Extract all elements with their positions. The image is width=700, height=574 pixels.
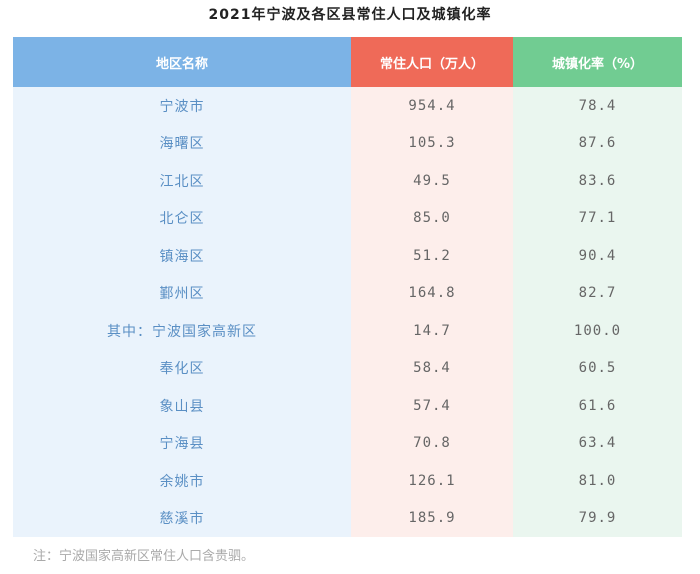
cell-region: 慈溪市 (13, 499, 351, 537)
table-row: 其中：宁波国家高新区 14.7 100.0 (13, 312, 682, 350)
cell-population: 14.7 (351, 312, 513, 350)
cell-urbanization: 81.0 (513, 462, 682, 500)
table-row: 宁海县 70.8 63.4 (13, 424, 682, 462)
header-region: 地区名称 (13, 37, 351, 87)
cell-region: 奉化区 (13, 349, 351, 387)
cell-population: 164.8 (351, 274, 513, 312)
cell-urbanization: 78.4 (513, 87, 682, 125)
table-row: 奉化区 58.4 60.5 (13, 349, 682, 387)
cell-population: 126.1 (351, 462, 513, 500)
cell-population: 51.2 (351, 237, 513, 275)
cell-population: 105.3 (351, 124, 513, 162)
table-row: 北仑区 85.0 77.1 (13, 199, 682, 237)
table-row: 慈溪市 185.9 79.9 (13, 499, 682, 537)
table-row: 象山县 57.4 61.6 (13, 387, 682, 425)
table-row: 镇海区 51.2 90.4 (13, 237, 682, 275)
cell-population: 70.8 (351, 424, 513, 462)
population-table: 地区名称 常住人口（万人） 城镇化率（%） 宁波市 954.4 78.4 海曙区 105… (13, 37, 682, 537)
cell-urbanization: 90.4 (513, 237, 682, 275)
cell-region: 鄞州区 (13, 274, 351, 312)
table-header: 地区名称 常住人口（万人） 城镇化率（%） (13, 37, 682, 87)
cell-urbanization: 77.1 (513, 199, 682, 237)
cell-region: 余姚市 (13, 462, 351, 500)
cell-population: 954.4 (351, 87, 513, 125)
cell-urbanization: 87.6 (513, 124, 682, 162)
cell-region: 海曙区 (13, 124, 351, 162)
table-row: 海曙区 105.3 87.6 (13, 124, 682, 162)
cell-region: 宁海县 (13, 424, 351, 462)
cell-urbanization: 61.6 (513, 387, 682, 425)
cell-region: 江北区 (13, 162, 351, 200)
header-urbanization: 城镇化率（%） (513, 37, 682, 87)
cell-urbanization: 63.4 (513, 424, 682, 462)
cell-region: 象山县 (13, 387, 351, 425)
cell-population: 49.5 (351, 162, 513, 200)
cell-population: 58.4 (351, 349, 513, 387)
cell-urbanization: 83.6 (513, 162, 682, 200)
table-row: 鄞州区 164.8 82.7 (13, 274, 682, 312)
cell-population: 185.9 (351, 499, 513, 537)
table-row: 宁波市 954.4 78.4 (13, 87, 682, 125)
table-row: 江北区 49.5 83.6 (13, 162, 682, 200)
cell-urbanization: 79.9 (513, 499, 682, 537)
table-title: 2021年宁波及各区县常住人口及城镇化率 (208, 7, 492, 23)
cell-population: 57.4 (351, 387, 513, 425)
footnote: 注：宁波国家高新区常住人口含贵驷。 (33, 549, 255, 564)
cell-region: 北仑区 (13, 199, 351, 237)
cell-region: 其中：宁波国家高新区 (13, 312, 351, 350)
cell-urbanization: 60.5 (513, 349, 682, 387)
table-body: 宁波市 954.4 78.4 海曙区 105.3 87.6 江北区 49.5 83.6 北仑区 85… (13, 87, 682, 537)
cell-urbanization: 82.7 (513, 274, 682, 312)
cell-urbanization: 100.0 (513, 312, 682, 350)
cell-population: 85.0 (351, 199, 513, 237)
cell-region: 镇海区 (13, 237, 351, 275)
cell-region: 宁波市 (13, 87, 351, 125)
table-row: 余姚市 126.1 81.0 (13, 462, 682, 500)
header-population: 常住人口（万人） (351, 37, 513, 87)
